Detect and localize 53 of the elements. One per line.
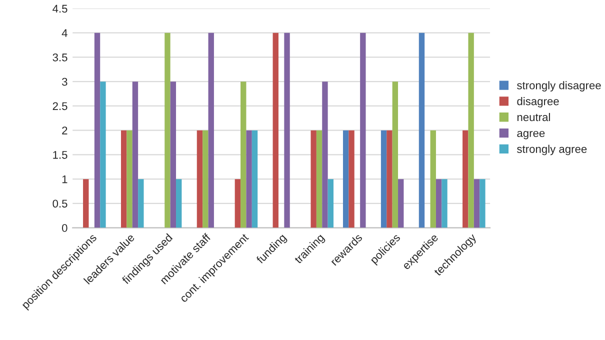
y-tick-label: 0.5: [52, 200, 68, 208]
bar: [342, 130, 349, 228]
bar: [468, 32, 474, 228]
y-tick-label: 1: [62, 175, 68, 184]
bar: [418, 32, 425, 228]
legend-label: agree: [517, 130, 545, 140]
bar: [100, 82, 106, 228]
bar: [126, 130, 132, 228]
bar: [176, 179, 182, 228]
bar: [462, 130, 468, 228]
bar: [480, 179, 486, 228]
bar: [170, 82, 176, 228]
bar: [252, 130, 258, 228]
legend-label: strongly disagree: [517, 81, 601, 92]
bar: [138, 179, 144, 228]
bar: [322, 82, 328, 228]
bar: [386, 130, 392, 228]
legend-label: strongly agree: [517, 144, 587, 156]
bar: [164, 32, 170, 228]
bar: [120, 130, 127, 228]
bar: [196, 130, 203, 228]
legend-label: neutral: [517, 112, 550, 122]
bar: [328, 179, 334, 228]
bar: [234, 179, 241, 228]
bar: [240, 82, 246, 228]
y-tick-label: 4: [62, 29, 68, 37]
bar: [436, 179, 442, 228]
bar: [348, 130, 354, 228]
legend-label: disagree: [517, 97, 559, 108]
bar: [132, 82, 138, 228]
y-tick-label: 0: [62, 224, 68, 232]
bar: [83, 179, 89, 228]
bar: [360, 32, 366, 228]
bar: [392, 82, 398, 228]
y-tick-label: 2: [62, 126, 68, 134]
bar: [208, 32, 214, 228]
bar: [310, 130, 316, 228]
y-tick-label: 4.5: [52, 4, 68, 13]
y-tick-label: 2.5: [52, 102, 68, 110]
bar: [94, 32, 100, 228]
bar: [474, 179, 480, 228]
bar: [272, 32, 278, 228]
bar: [246, 130, 252, 228]
y-tick-label: 3.5: [52, 54, 68, 62]
y-tick-label: 1.5: [53, 151, 68, 159]
bar: [316, 130, 322, 228]
bar: [380, 130, 387, 228]
bar: [430, 130, 436, 228]
bar: [398, 179, 404, 228]
bar: [284, 32, 290, 228]
y-tick-label: 3: [62, 78, 68, 86]
bar: [202, 130, 208, 228]
bar: [442, 179, 448, 228]
